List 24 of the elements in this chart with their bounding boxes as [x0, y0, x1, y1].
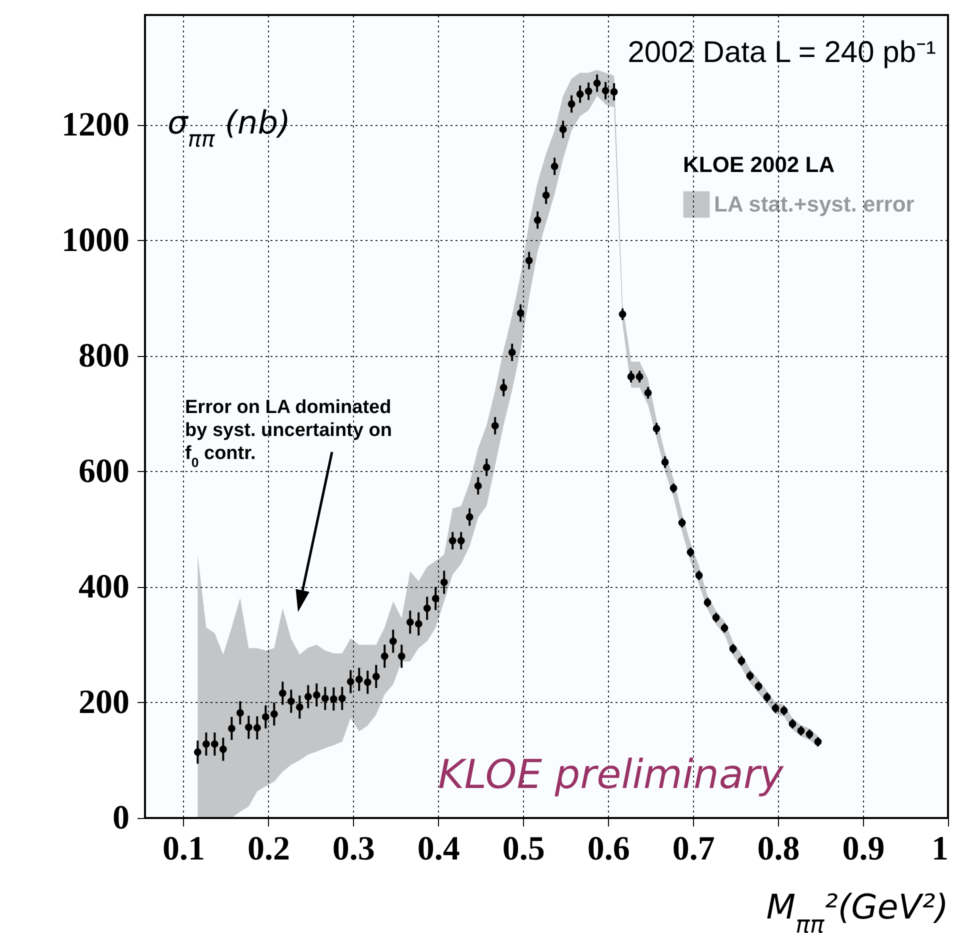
x-tick-label: 0.9	[842, 830, 885, 868]
x-tick-label: 0.3	[332, 830, 375, 868]
x-tick-label: 0.8	[757, 830, 800, 868]
y-tick-label: 600	[78, 452, 130, 490]
x-tick-label: 0.2	[247, 830, 290, 868]
x-tick-label: 0.6	[587, 830, 630, 868]
x-axis-title: M$_{ππ}$²(GeV²)	[766, 888, 948, 933]
x-tick-label: 0.5	[502, 830, 545, 868]
y-axis-title: σ$_{ππ}$ (nb)	[168, 104, 290, 152]
legend-label: LA stat.+syst. error	[714, 192, 915, 216]
x-tick-label: 0.7	[672, 830, 715, 868]
y-tick-label: 800	[78, 337, 130, 374]
annotation: Error on LA dominated by syst. uncertainty on f$_{0}$ contr.	[185, 397, 392, 470]
y-tick-label: 1000	[62, 222, 130, 259]
y-tick-label: 200	[78, 684, 130, 721]
x-tick-label: 1	[932, 830, 948, 868]
y-tick-label: 400	[78, 568, 130, 606]
text: 2002 Data L = 240 pb⁻¹	[628, 36, 936, 69]
x-tick-label: 0.1	[162, 830, 205, 868]
annotation: KLOE preliminary	[438, 752, 785, 798]
y-tick-label: 1200	[62, 106, 130, 144]
legend-title: KLOE 2002 LA	[683, 152, 835, 177]
y-tick-label: 0	[112, 800, 130, 836]
x-tick-label: 0.4	[417, 830, 460, 868]
